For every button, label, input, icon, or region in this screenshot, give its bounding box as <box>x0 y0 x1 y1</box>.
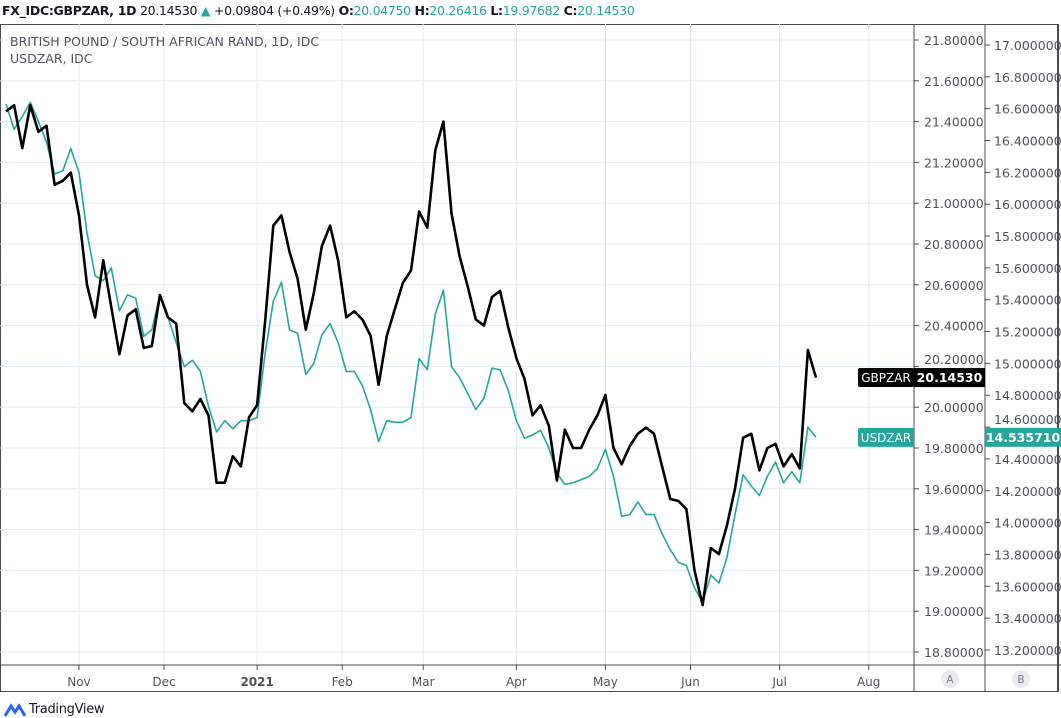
right-axis-tick-label: 16.800000 <box>994 70 1061 85</box>
right-axis-tick-label: 17.000000 <box>994 38 1061 53</box>
last-value-tag: 14.535710 <box>986 430 1061 445</box>
left-axis-tick-label: 20.60000 <box>924 278 984 293</box>
right-axis-tick-label: 15.000000 <box>994 356 1061 371</box>
right-axis-tick-label: 14.600000 <box>994 412 1061 427</box>
right-axis-tick-label: 15.600000 <box>994 261 1061 276</box>
symbol-header: FX_IDC:GBPZAR, 1D 20.14530 ▲ +0.09804 (+… <box>2 3 635 18</box>
price-change: +0.09804 (+0.49%) <box>213 3 335 18</box>
right-axis-tick-label: 16.600000 <box>994 102 1061 117</box>
left-axis-tick-label: 20.80000 <box>924 237 984 252</box>
left-axis-tick-label: 18.80000 <box>924 645 984 660</box>
close-label: C: <box>563 3 578 18</box>
last-value-tag-bg <box>914 368 985 388</box>
high-label: H: <box>414 3 430 18</box>
last-price-labels: GBPZAR 20.14530 USDZAR 14.535710 <box>858 368 1061 447</box>
triangle-up-icon: ▲ <box>200 3 211 18</box>
right-axis-tick-label: 14.800000 <box>994 388 1061 403</box>
time-axis-tick-label: Aug <box>857 675 880 689</box>
series-lines <box>5 101 818 607</box>
symbol-name[interactable]: FX_IDC:GBPZAR, 1D <box>2 3 137 18</box>
left-axis-tick-label: 21.20000 <box>924 155 984 170</box>
last-value-tag-bg <box>985 427 1061 447</box>
left-axis-tick-label: 20.00000 <box>924 400 984 415</box>
right-axis-tick-label: 13.400000 <box>994 611 1061 626</box>
footer: TradingView <box>4 702 105 717</box>
left-axis-tick-label: 20.40000 <box>924 319 984 334</box>
grid <box>0 24 914 665</box>
right-axis-tick-label: 13.200000 <box>994 643 1061 658</box>
time-axis-tick-label: 2021 <box>240 675 273 689</box>
left-axis-tick-label: 19.20000 <box>924 563 984 578</box>
time-axis-tick-label: Dec <box>152 675 175 689</box>
right-axis-tick-label: 13.800000 <box>994 547 1061 562</box>
chart-title: BRITISH POUND / SOUTH AFRICAN RAND, 1D, … <box>10 34 319 49</box>
time-axis-tick-label: Nov <box>67 675 90 689</box>
right-axis-tick-label: 15.400000 <box>994 293 1061 308</box>
tradingview-brand[interactable]: TradingView <box>29 702 105 717</box>
close-value: 20.14530 <box>577 3 635 18</box>
right-axis-tick-label: 16.400000 <box>994 134 1061 149</box>
scale-button-b[interactable] <box>1012 670 1030 688</box>
series-line-usdzar <box>5 101 817 603</box>
scale-button-a[interactable] <box>941 670 959 688</box>
series-name-tag: GBPZAR <box>861 371 911 385</box>
series-name-tag-bg <box>858 427 914 447</box>
open-value: 20.04750 <box>353 3 412 18</box>
series-line-gbpzar <box>5 104 818 607</box>
scale-button-label: B <box>1017 674 1024 686</box>
time-axis-tick-label: Jul <box>771 675 786 689</box>
scale-button-label: A <box>946 674 954 686</box>
time-axis-tick-label: Mar <box>412 675 435 689</box>
left-axis-tick-label: 21.60000 <box>924 74 984 89</box>
right-axis-tick-label: 16.000000 <box>994 197 1061 212</box>
chart-frame <box>0 24 1059 692</box>
last-price: 20.14530 <box>139 3 198 18</box>
left-axis-tick-label: 19.80000 <box>924 441 984 456</box>
right-axis-tick-label: 16.200000 <box>994 165 1061 180</box>
time-axis-tick-label: Feb <box>332 675 353 689</box>
time-axis-tick-label: May <box>593 675 618 689</box>
right-axis-tick-label: 14.000000 <box>994 516 1061 531</box>
right-axis-tick-label: 13.600000 <box>994 579 1061 594</box>
time-axis-tick-label: Jun <box>680 675 700 689</box>
left-axis-tick-label: 19.40000 <box>924 523 984 538</box>
last-value-tag: 20.14530 <box>917 370 983 385</box>
right-axis-tick-label: 15.200000 <box>994 325 1061 340</box>
left-axis-tick-label: 19.60000 <box>924 482 984 497</box>
left-axis-tick-label: 19.00000 <box>924 604 984 619</box>
left-axis-tick-label: 20.20000 <box>924 352 984 367</box>
right-axis-tick-label: 15.800000 <box>994 229 1061 244</box>
right-axis-tick-label: 14.200000 <box>994 484 1061 499</box>
chart-subtitle: USDZAR, IDC <box>10 51 93 66</box>
right-axis-tick-label: 14.400000 <box>994 452 1061 467</box>
left-axis-tick-label: 21.40000 <box>924 115 984 130</box>
time-axis-tick-label: Apr <box>506 675 527 689</box>
low-value: 19.97682 <box>502 3 561 18</box>
left-axis-tick-label: 21.00000 <box>924 196 984 211</box>
tradingview-logo-icon <box>4 702 26 717</box>
series-name-tag: USDZAR <box>861 431 911 445</box>
low-label: L: <box>490 3 503 18</box>
high-value: 20.26416 <box>429 3 487 18</box>
open-label: O: <box>338 3 354 18</box>
series-name-tag-bg <box>858 368 914 388</box>
left-axis-tick-label: 21.80000 <box>924 33 984 48</box>
axes[interactable]: 21.80000 21.60000 21.40000 21.20000 21.00000… <box>0 24 1061 692</box>
